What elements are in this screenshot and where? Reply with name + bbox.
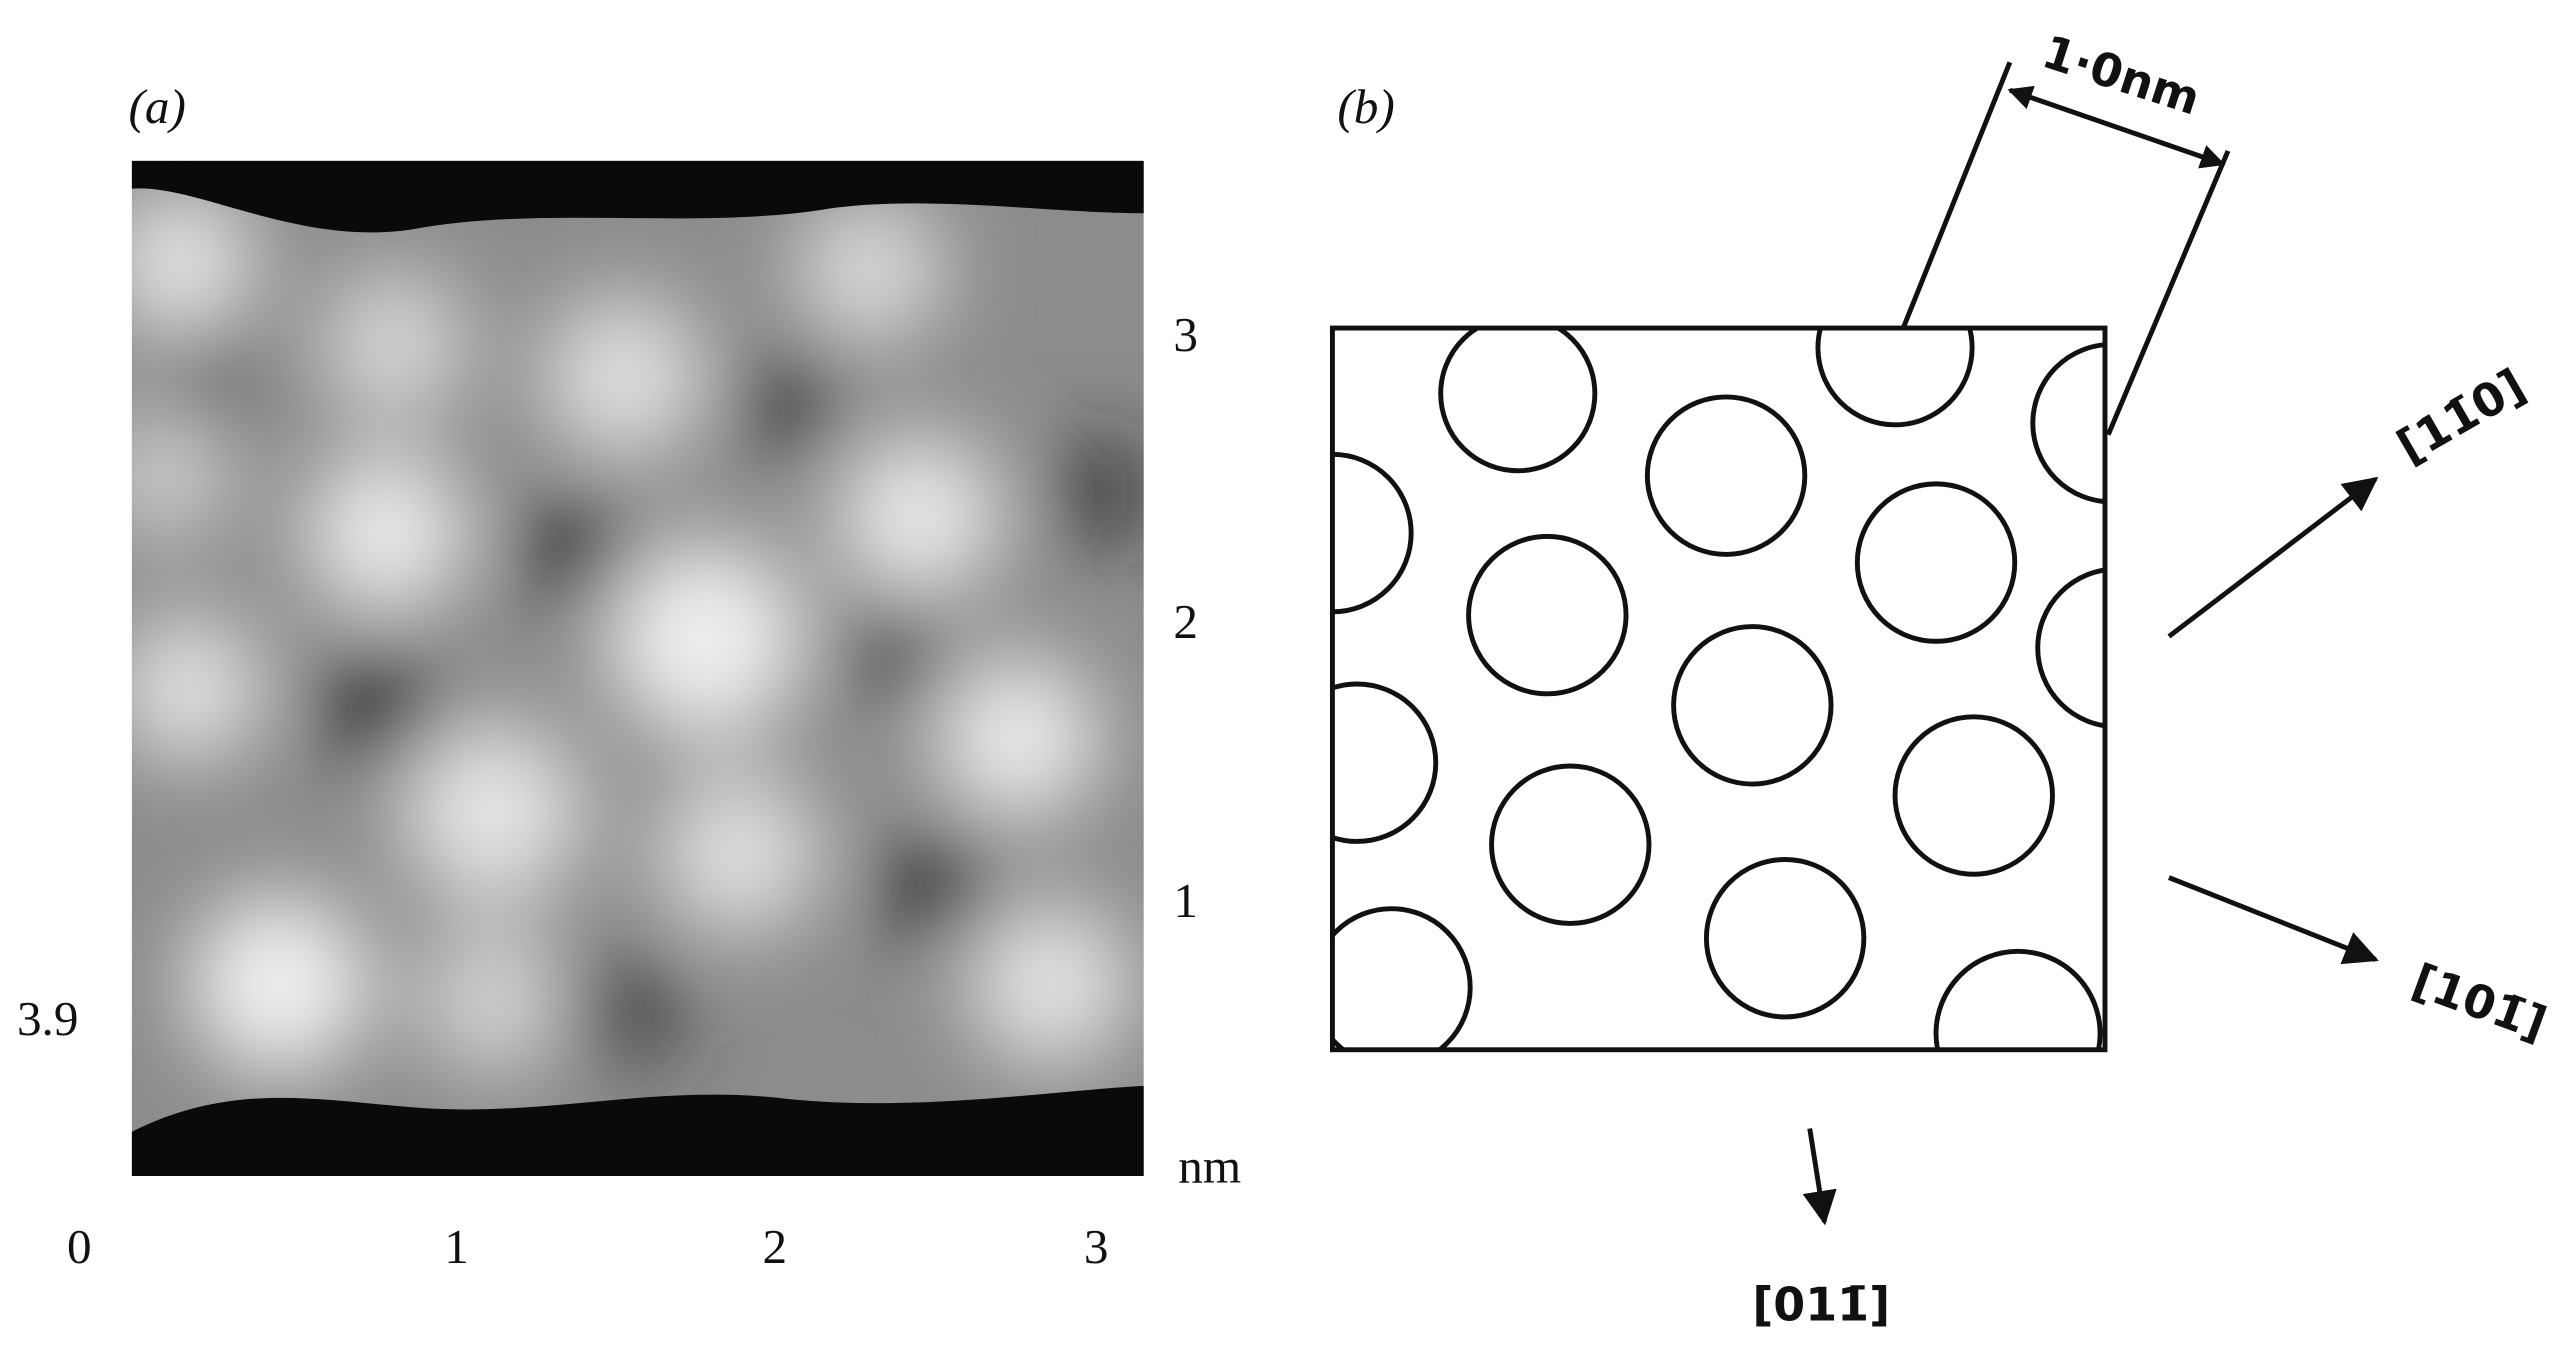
panel-label: (a)	[128, 79, 185, 134]
lattice-circles	[1254, 271, 2196, 1116]
x-tick-label: 1	[444, 1219, 469, 1274]
direction-arrows	[1810, 479, 2376, 1222]
panel-label: (b)	[1337, 79, 1394, 134]
y-tick-label: 3	[1173, 307, 1198, 362]
side-label: 3.9	[17, 991, 78, 1046]
figure: (a) 0 1 2 3 3 2 1 nm 3.9 (b)	[0, 0, 2573, 1345]
lattice-box	[1332, 328, 2105, 1050]
direction-label: [011̄]	[1752, 1277, 1890, 1331]
direction-label: [101̄]	[2406, 953, 2554, 1051]
axis-unit: nm	[1178, 1139, 1241, 1194]
direction-label: [11̄0]	[2388, 358, 2534, 474]
y-tick-label: 1	[1173, 873, 1198, 928]
microscope-image	[99, 161, 1145, 1176]
x-tick-label: 3	[1084, 1219, 1109, 1274]
x-tick-label: 0	[67, 1219, 92, 1274]
x-tick-label: 2	[762, 1219, 787, 1274]
y-tick-label: 2	[1173, 594, 1198, 649]
